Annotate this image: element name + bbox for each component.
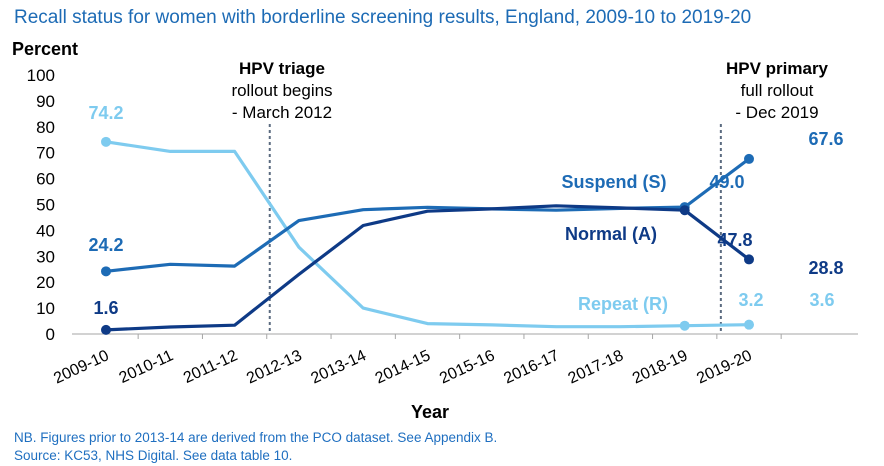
x-tick-label: 2012-13 [244,347,304,387]
x-tick-label: 2018-19 [630,347,690,387]
data-label: 3.6 [809,290,834,310]
chart-title: Recall status for women with borderline … [14,7,752,28]
reference-annotation: - March 2012 [232,103,332,122]
x-tick-label: 2013-14 [308,347,368,387]
reference-annotation: HPV triage [239,59,325,78]
series-marker [679,205,690,216]
data-label: 74.2 [88,103,123,123]
x-tick-label: 2014-15 [373,347,433,387]
y-tick-label: 20 [36,273,55,292]
data-label: 67.6 [808,129,843,149]
reference-annotation: HPV primary [726,59,829,78]
y-tick-label: 100 [27,66,55,85]
x-tick-label: 2009-10 [51,347,111,387]
series-marker [101,324,111,335]
x-tick-label: 2019-20 [694,347,754,387]
data-label: 3.2 [738,290,763,310]
series-marker [744,319,754,330]
y-tick-label: 70 [36,144,55,163]
series-line [105,140,750,329]
data-labels: 74.2 3.2 3.6 Repeat (R) 24.2 49.0 67.6 Suspend … [88,103,843,318]
series-label: Repeat (R) [578,294,668,314]
data-label: 49.0 [709,172,744,192]
x-tick-label: 2017-18 [566,347,626,387]
data-label: 24.2 [88,235,123,255]
x-tick-label: 2011-12 [181,347,240,387]
data-label: 1.6 [93,298,118,318]
reference-annotation: full rollout [741,81,814,100]
footnote-source: Source: KC53, NHS Digital. See data tabl… [14,448,293,463]
series-marker [679,320,690,331]
series-marker [744,153,754,164]
series-marker [744,254,754,265]
x-tick-label: 2010-11 [117,347,176,387]
y-tick-label: 40 [36,221,55,240]
y-tick-label: 0 [46,325,55,344]
y-tick-label: 30 [36,247,55,266]
series-line [105,204,750,332]
y-tick-label: 80 [36,118,55,137]
x-tick-label: 2016-17 [501,347,561,387]
y-tick-label: 50 [36,196,55,215]
series-label: Suspend (S) [561,172,666,192]
series-marker [101,266,111,277]
series-marker [101,136,111,147]
y-tick-label: 10 [36,299,55,318]
series-lines [101,136,754,335]
reference-annotation: - Dec 2019 [735,103,818,122]
data-label: 47.8 [717,230,752,250]
y-tick-label: 60 [36,170,55,189]
footnote-dataset: NB. Figures prior to 2013-14 are derived… [14,430,498,445]
y-tick-label: 90 [36,92,55,111]
reference-lines: HPV triage rollout begins - March 2012 HPV … [231,59,829,334]
series-label: Normal (A) [565,224,657,244]
reference-annotation: rollout begins [231,81,332,100]
y-axis-title: Percent [12,39,78,59]
x-tick-label: 2015-16 [437,347,497,387]
data-label: 28.8 [808,258,843,278]
x-axis-title: Year [411,402,449,422]
